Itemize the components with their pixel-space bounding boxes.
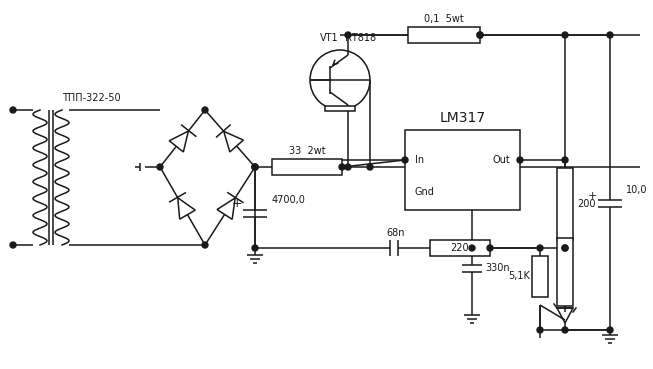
Circle shape bbox=[202, 107, 208, 113]
Circle shape bbox=[345, 164, 351, 170]
Circle shape bbox=[562, 245, 568, 251]
Text: +: + bbox=[232, 197, 242, 210]
Text: 33  2wt: 33 2wt bbox=[289, 146, 325, 156]
Text: 68n: 68n bbox=[386, 228, 404, 238]
Text: 0,1  5wt: 0,1 5wt bbox=[424, 14, 464, 24]
Text: +: + bbox=[587, 191, 597, 201]
Circle shape bbox=[10, 242, 16, 248]
Circle shape bbox=[252, 164, 258, 170]
Bar bbox=[557, 168, 573, 240]
Circle shape bbox=[402, 157, 408, 163]
Circle shape bbox=[469, 245, 475, 251]
Circle shape bbox=[607, 32, 613, 38]
Circle shape bbox=[517, 157, 523, 163]
Bar bbox=[408, 27, 480, 43]
Text: 5,1K: 5,1K bbox=[508, 271, 530, 281]
Circle shape bbox=[607, 327, 613, 333]
Circle shape bbox=[157, 164, 163, 170]
Circle shape bbox=[202, 242, 208, 248]
Text: VT1: VT1 bbox=[320, 33, 339, 43]
Circle shape bbox=[252, 164, 258, 170]
Circle shape bbox=[10, 107, 16, 113]
Circle shape bbox=[562, 327, 568, 333]
Circle shape bbox=[345, 32, 351, 38]
Circle shape bbox=[252, 245, 258, 251]
Text: Gnd: Gnd bbox=[415, 187, 435, 197]
Circle shape bbox=[562, 32, 568, 38]
Text: Out: Out bbox=[492, 155, 510, 165]
Bar bbox=[325, 106, 355, 111]
Circle shape bbox=[537, 327, 543, 333]
Circle shape bbox=[477, 32, 483, 38]
Text: 330n: 330n bbox=[485, 263, 509, 273]
Bar bbox=[405, 130, 520, 210]
Circle shape bbox=[339, 164, 345, 170]
Circle shape bbox=[562, 245, 568, 251]
Circle shape bbox=[477, 32, 483, 38]
Text: ТПП-322-50: ТПП-322-50 bbox=[62, 93, 121, 103]
Circle shape bbox=[487, 245, 493, 251]
Circle shape bbox=[537, 245, 543, 251]
Bar bbox=[272, 159, 342, 175]
Text: LM317: LM317 bbox=[439, 111, 486, 125]
Text: In: In bbox=[415, 155, 424, 165]
Bar bbox=[532, 256, 548, 297]
Text: КТ818: КТ818 bbox=[345, 33, 376, 43]
Text: 10,0: 10,0 bbox=[626, 185, 648, 195]
Circle shape bbox=[562, 157, 568, 163]
Circle shape bbox=[367, 164, 373, 170]
Text: 4700,0: 4700,0 bbox=[272, 195, 306, 205]
Circle shape bbox=[252, 164, 258, 170]
Bar bbox=[557, 238, 573, 306]
Text: 220: 220 bbox=[451, 243, 470, 253]
Bar bbox=[430, 240, 490, 256]
Text: 200: 200 bbox=[577, 199, 596, 209]
